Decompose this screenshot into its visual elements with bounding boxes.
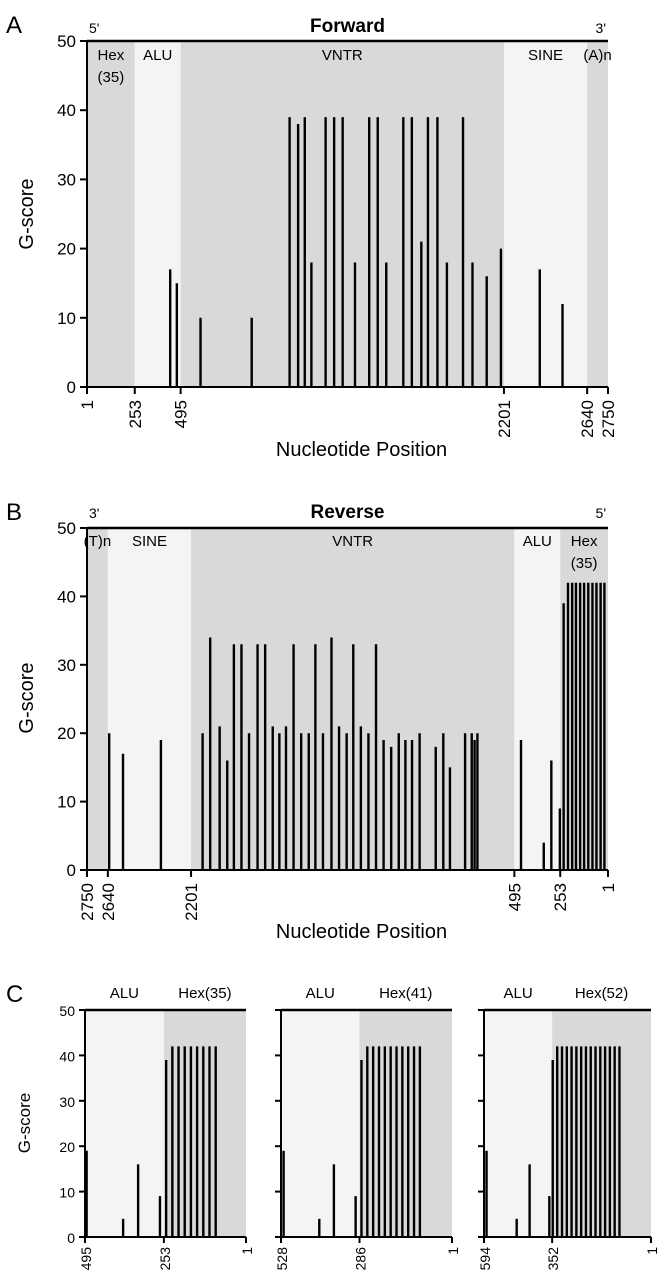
y-tick-label: 10: [57, 793, 76, 812]
region-band-alu: [484, 1010, 553, 1237]
x-tick-label: 253: [157, 1247, 173, 1271]
strand-end-right: 5': [596, 505, 606, 521]
x-tick-label: 495: [78, 1247, 94, 1271]
x-tick-label: 2750: [78, 883, 97, 921]
region-band-alu: [85, 1010, 164, 1237]
region-label: ALU: [143, 47, 172, 64]
x-tick-label: 528: [274, 1247, 290, 1271]
region-band-hex35: [163, 1010, 246, 1237]
region-band-sine: [503, 41, 588, 387]
strand-end-right: 3': [596, 20, 606, 36]
region-label: SINE: [132, 533, 167, 550]
y-tick-label: 0: [67, 1230, 75, 1246]
x-tick-label: 495: [172, 400, 191, 428]
x-tick-label: 2640: [578, 400, 597, 438]
y-tick-label: 40: [59, 1048, 75, 1064]
x-tick-label: 2201: [495, 400, 514, 438]
x-tick-label: 253: [551, 883, 570, 911]
region-label: Hex(35): [178, 985, 231, 1002]
strand-end-left: 5': [89, 20, 99, 36]
region-label: ALU: [110, 985, 139, 1002]
x-tick-label: 2201: [182, 883, 201, 921]
panel-letter: C: [6, 981, 23, 1008]
region-label: (T)n: [84, 533, 112, 550]
y-tick-label: 0: [67, 378, 76, 397]
region-label: ALU: [503, 985, 532, 1002]
x-tick-label: 1: [78, 400, 97, 409]
y-tick-label: 40: [57, 587, 76, 606]
region-label: SINE: [528, 47, 563, 64]
y-tick-label: 10: [59, 1185, 75, 1201]
y-tick-label: 30: [57, 170, 76, 189]
region-label: Hex: [98, 47, 125, 64]
x-tick-label: 286: [353, 1247, 369, 1271]
region-band-alu: [134, 41, 181, 387]
region-label: Hex: [571, 533, 598, 550]
y-axis-title: G-score: [16, 178, 38, 249]
region-band-hex41: [359, 1010, 452, 1237]
region-label: ALU: [523, 533, 552, 550]
panel-letter: B: [6, 499, 22, 526]
x-tick-label: 1: [239, 1247, 255, 1255]
y-tick-label: 40: [57, 101, 76, 120]
region-label: (A)n: [583, 47, 611, 64]
y-tick-label: 20: [59, 1139, 75, 1155]
x-axis-title: Nucleotide Position: [276, 439, 447, 461]
panel-letter: A: [6, 12, 22, 39]
x-tick-label: 2640: [99, 883, 118, 921]
panel-title: Reverse: [311, 502, 385, 523]
y-tick-label: 50: [57, 32, 76, 51]
x-tick-label: 1: [644, 1247, 659, 1255]
y-axis-title: G-score: [15, 1093, 34, 1153]
y-tick-label: 0: [67, 861, 76, 880]
y-axis-title: G-score: [16, 662, 38, 733]
region-band-hex52: [552, 1010, 651, 1237]
y-tick-label: 30: [59, 1094, 75, 1110]
x-tick-label: 594: [477, 1247, 493, 1271]
y-tick-label: 20: [57, 724, 76, 743]
x-tick-label: 253: [126, 400, 145, 428]
y-tick-label: 50: [57, 519, 76, 538]
x-axis-title: Nucleotide Position: [276, 921, 447, 943]
region-band-sine: [107, 528, 192, 870]
strand-end-left: 3': [89, 505, 99, 521]
region-label: Hex(52): [575, 985, 628, 1002]
region-label: VNTR: [322, 47, 363, 64]
x-tick-label: 495: [505, 883, 524, 911]
y-tick-label: 50: [59, 1003, 75, 1019]
region-label: ALU: [306, 985, 335, 1002]
x-tick-label: 352: [545, 1247, 561, 1271]
x-tick-label: 2750: [599, 400, 618, 438]
y-tick-label: 10: [57, 309, 76, 328]
x-tick-label: 1: [445, 1247, 461, 1255]
region-sublabel: (35): [571, 555, 598, 572]
y-tick-label: 20: [57, 240, 76, 259]
y-tick-label: 30: [57, 656, 76, 675]
region-band-an: [587, 41, 608, 387]
region-label: Hex(41): [379, 985, 432, 1002]
panel-title: Forward: [310, 16, 385, 37]
region-band-alu: [281, 1010, 360, 1237]
x-tick-label: 1: [599, 883, 618, 892]
region-sublabel: (35): [98, 69, 125, 86]
region-band-hex: [87, 41, 135, 387]
region-label: VNTR: [332, 533, 373, 550]
region-band-tn: [87, 528, 108, 870]
